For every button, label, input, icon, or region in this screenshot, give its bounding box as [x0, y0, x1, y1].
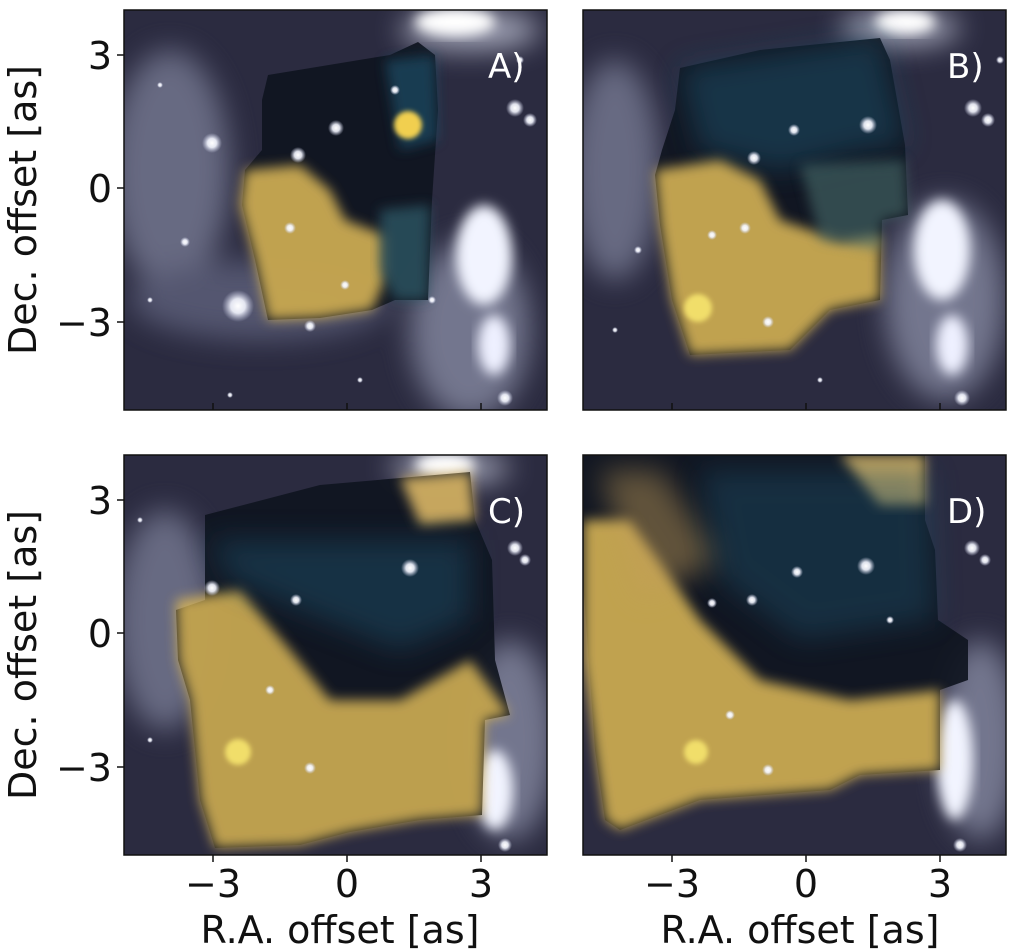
panel-c-frame: [123, 454, 548, 856]
panel-a: [124, 10, 547, 410]
tick-marks: [117, 54, 941, 862]
bright-filament: [415, 10, 512, 375]
panel-label-d: D): [947, 492, 986, 532]
x-tick-label: 0: [794, 862, 818, 906]
x-tick-label: 3: [928, 862, 952, 906]
x-axis-title-right: R.A. offset [as]: [661, 908, 940, 952]
x-tick-label: 0: [335, 862, 359, 906]
y-tick-label: 3: [88, 34, 112, 78]
panel-d: [583, 455, 1006, 855]
panel-b-frame: [582, 9, 1007, 411]
panel-d-frame: [582, 454, 1007, 856]
panel-c: [124, 455, 547, 855]
y-tick-label: 0: [88, 612, 112, 656]
bright-filament: [875, 10, 970, 375]
x-tick-label: −3: [185, 862, 241, 906]
y-tick-labels: 3 0 −3 3 0 −3: [56, 34, 112, 790]
y-tick-label: −3: [56, 301, 112, 345]
bright-filament: [937, 700, 973, 820]
panel-a-frame: [123, 9, 548, 411]
y-tick-label: 0: [88, 167, 112, 211]
x-axis-title-left: R.A. offset [as]: [201, 908, 480, 952]
y-tick-label: −3: [56, 746, 112, 790]
overlay-map: [655, 38, 908, 355]
x-tick-label: −3: [644, 862, 700, 906]
overlay-map: [583, 455, 968, 830]
y-axis-title-top: Dec. offset [as]: [1, 65, 45, 355]
panel-label-b: B): [947, 47, 984, 87]
panel-label-c: C): [488, 492, 525, 532]
stars: [137, 517, 531, 852]
bright-filament: [415, 455, 513, 830]
x-tick-labels: −3 0 3 −3 0 3: [185, 862, 952, 906]
x-tick-label: 3: [469, 862, 493, 906]
overlay-map: [240, 42, 438, 320]
y-tick-label: 3: [88, 479, 112, 523]
stars: [147, 56, 537, 406]
stars: [612, 56, 1004, 406]
stars: [707, 540, 991, 852]
overlay-map: [176, 472, 510, 848]
y-axis-title-bottom: Dec. offset [as]: [1, 510, 45, 800]
panel-label-a: A): [488, 47, 525, 87]
panel-b: [583, 10, 1006, 410]
